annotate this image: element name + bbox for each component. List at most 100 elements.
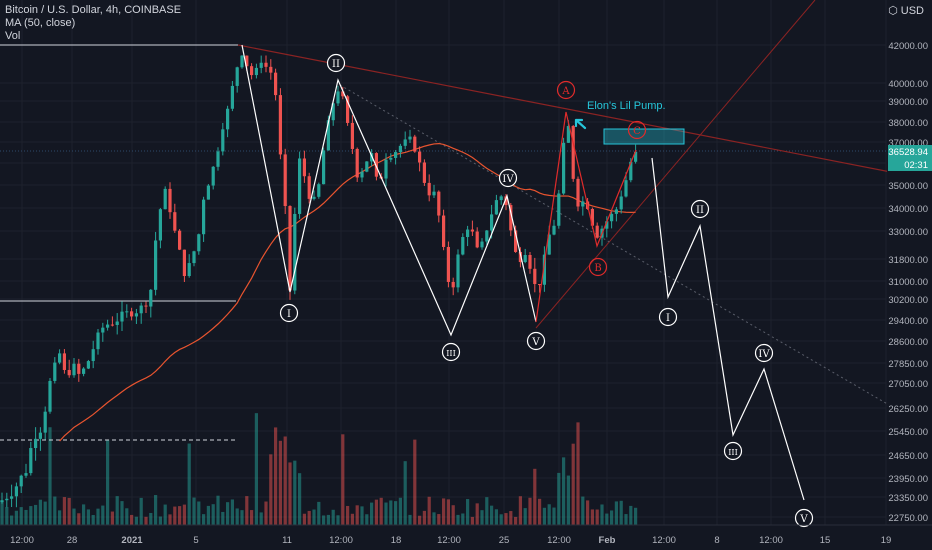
volume-bar xyxy=(211,504,215,525)
volume-bar xyxy=(470,516,474,525)
wave-label-circle xyxy=(326,53,346,73)
candle-body xyxy=(518,251,522,263)
currency-label[interactable]: ⬡ USD xyxy=(888,5,924,17)
candle-body xyxy=(274,72,278,96)
candle-body xyxy=(14,486,18,497)
candle-body xyxy=(427,182,431,196)
candle-body xyxy=(19,475,23,487)
volume-bar xyxy=(451,505,455,525)
volume-bar xyxy=(226,502,230,525)
volume-bar xyxy=(619,500,623,525)
candle-body xyxy=(302,158,306,177)
candle-body xyxy=(250,66,254,76)
volume-bar xyxy=(43,501,47,525)
wave-label-circle xyxy=(627,120,647,140)
candle-body xyxy=(480,241,484,248)
volume-bar xyxy=(293,460,297,525)
volume-bar xyxy=(312,509,316,525)
ma-line xyxy=(59,142,636,442)
price-tick-label: 22750.00 xyxy=(888,513,928,524)
candle-body xyxy=(466,229,470,238)
volume-bar xyxy=(442,498,446,525)
candle-body xyxy=(341,91,345,97)
price-tick-label: 34000.00 xyxy=(888,204,928,215)
volume-bar xyxy=(288,462,292,525)
volume-bar xyxy=(403,461,407,525)
candle-body xyxy=(446,246,450,282)
projected-wave-down xyxy=(651,157,805,501)
candle-body xyxy=(634,151,638,162)
volume-bar xyxy=(91,514,95,525)
candle-body xyxy=(10,496,14,499)
volume-bar xyxy=(552,507,556,525)
candle-body xyxy=(470,229,474,232)
volume-bar xyxy=(374,499,378,525)
wave-label-text: A xyxy=(561,86,570,97)
volume-bar xyxy=(398,497,402,525)
candle-body xyxy=(278,95,282,155)
candle-body xyxy=(168,188,172,213)
candle-body xyxy=(293,213,297,291)
candle-body xyxy=(269,66,273,73)
price-axis[interactable]: 42000.00 40000.00 39000.00 38000.00 37000.00… xyxy=(887,0,932,525)
ma-legend[interactable]: MA (50, close) xyxy=(5,17,76,29)
candle-body xyxy=(130,311,134,317)
time-tick-label: 12:00 xyxy=(329,535,353,546)
time-axis[interactable]: 12:00 28 2021 5 11 12:00 18 12:00 25 12:00 Feb 12:0… xyxy=(0,524,932,546)
candle-body xyxy=(235,67,239,86)
candle-body xyxy=(312,196,316,199)
candle-body xyxy=(110,324,114,326)
annotation-text: Elon's Lil Pump. xyxy=(587,100,666,112)
candle-body xyxy=(5,498,9,501)
countdown-badge xyxy=(888,158,932,171)
candle-body xyxy=(494,200,498,215)
candle-body xyxy=(72,363,76,376)
volume-bar xyxy=(432,512,436,525)
candle-body xyxy=(456,254,460,288)
volume-bar xyxy=(408,514,412,525)
candle-body xyxy=(610,213,614,222)
candle-body xyxy=(134,313,138,317)
symbol-title[interactable]: Bitcoin / U.S. Dollar, 4h, COINBASE xyxy=(5,4,182,16)
candle-body xyxy=(475,231,479,248)
volume-bar xyxy=(58,510,62,525)
candle-body xyxy=(283,154,287,207)
candle-body xyxy=(154,240,158,290)
volume-bar xyxy=(298,473,302,525)
price-tick-label: 26250.00 xyxy=(888,404,928,415)
candle-body xyxy=(499,196,503,201)
price-tick-label: 31000.00 xyxy=(888,277,928,288)
candle-body xyxy=(298,158,302,214)
horizontal-levels xyxy=(0,44,886,441)
price-tick-label: 40000.00 xyxy=(888,79,928,90)
candle-body xyxy=(288,206,292,291)
candle-body xyxy=(581,201,585,207)
volume-bar xyxy=(389,500,393,525)
volume-bar xyxy=(158,516,162,525)
volume-bar xyxy=(206,505,210,525)
candle-body xyxy=(619,196,623,210)
volume-bar xyxy=(216,495,220,525)
candle-body xyxy=(206,185,210,200)
volume-bar xyxy=(307,510,311,525)
candle-body xyxy=(485,230,489,242)
candle-body xyxy=(197,234,201,252)
candle-body xyxy=(422,162,426,183)
candle-body xyxy=(533,268,537,285)
candle-body xyxy=(336,91,340,104)
vol-legend[interactable]: Vol xyxy=(5,30,21,42)
volume-bar xyxy=(221,511,225,525)
volume-bar xyxy=(86,509,90,525)
trend-lines xyxy=(237,0,932,431)
volume-bar xyxy=(394,501,398,525)
wave-label-circle xyxy=(794,508,814,528)
volume-bar xyxy=(110,511,114,525)
volume-bar xyxy=(341,434,345,525)
volume-bar xyxy=(523,508,527,525)
candle-body xyxy=(614,209,618,214)
volume-bar xyxy=(557,472,561,525)
candle-body xyxy=(538,284,542,286)
volume-bar xyxy=(533,468,537,525)
candle-body xyxy=(259,62,263,68)
